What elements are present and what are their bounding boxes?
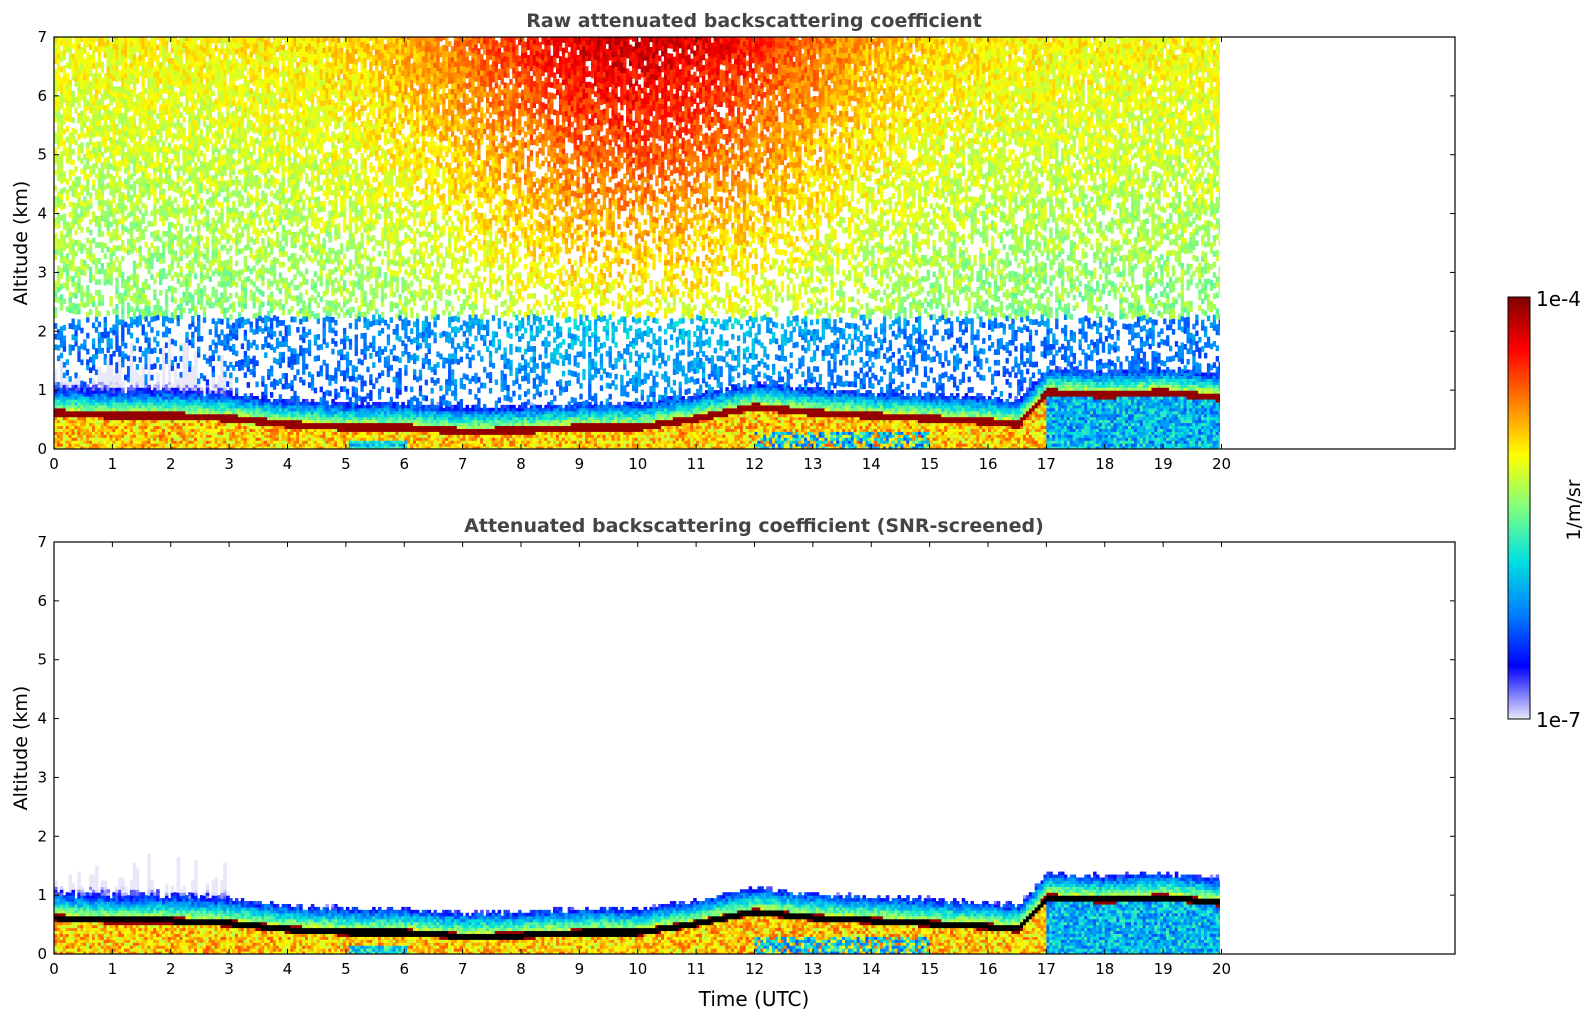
chart-title: Raw attenuated backscattering coefficien…	[526, 10, 982, 32]
x-tick-label: 17	[1037, 455, 1056, 473]
x-tick-label: 8	[516, 455, 526, 473]
colorbar-min-label: 1e-7	[1536, 708, 1581, 732]
x-tick-label: 7	[458, 960, 468, 978]
x-tick-label: 5	[341, 960, 351, 978]
x-tick-label: 9	[575, 960, 585, 978]
y-tick-label: 2	[37, 322, 47, 340]
x-tick-label: 19	[1154, 960, 1173, 978]
chart-panel-screened: Attenuated backscattering coefficient (S…	[10, 515, 1456, 1011]
x-tick-label: 3	[224, 960, 234, 978]
y-axis-label: Altitude (km)	[10, 686, 32, 811]
x-tick-label: 13	[803, 960, 822, 978]
chart-title: Attenuated backscattering coefficient (S…	[464, 515, 1044, 537]
x-tick-label: 2	[166, 455, 176, 473]
x-tick-label: 16	[978, 455, 997, 473]
y-tick-label: 4	[37, 205, 47, 223]
colorbar-unit-label: 1/m/sr	[1563, 479, 1585, 540]
y-tick-label: 6	[37, 87, 47, 105]
y-tick-label: 3	[37, 768, 47, 786]
x-tick-label: 8	[516, 960, 526, 978]
x-axis-ticks: 0 1 2 3 4 5 6 7 8 9 10 11 12 13 14 15 16 17 18 19 20	[49, 542, 1231, 978]
y-tick-label: 0	[37, 945, 47, 963]
y-tick-label: 4	[37, 710, 47, 728]
x-tick-label: 18	[1095, 960, 1114, 978]
y-axis-label: Altitude (km)	[10, 181, 32, 306]
x-tick-label: 11	[687, 960, 706, 978]
y-tick-label: 5	[37, 146, 47, 164]
y-tick-label: 2	[37, 827, 47, 845]
y-tick-label: 7	[37, 533, 47, 551]
heatmap-raw	[54, 37, 1220, 449]
x-tick-label: 0	[49, 455, 59, 473]
y-axis-ticks: 0 1 2 3 4 5 6 7	[37, 28, 1455, 458]
x-tick-label: 10	[628, 455, 647, 473]
x-tick-label: 3	[224, 455, 234, 473]
x-tick-label: 1	[108, 455, 118, 473]
x-tick-label: 7	[458, 455, 468, 473]
y-tick-label: 1	[37, 381, 47, 399]
x-tick-label: 1	[108, 960, 118, 978]
x-axis-ticks: 0 1 2 3 4 5 6 7 8 9 10 11 12 13 14 15 16 17 18 19 20	[49, 37, 1231, 473]
y-tick-label: 3	[37, 263, 47, 281]
x-tick-label: 20	[1212, 960, 1231, 978]
x-axis-label: Time (UTC)	[698, 987, 810, 1011]
x-tick-label: 12	[745, 455, 764, 473]
y-tick-label: 6	[37, 592, 47, 610]
x-tick-label: 14	[862, 455, 881, 473]
x-tick-label: 0	[49, 960, 59, 978]
x-tick-label: 6	[399, 960, 409, 978]
x-tick-label: 14	[862, 960, 881, 978]
colorbar-gradient	[1507, 296, 1531, 720]
x-tick-label: 4	[283, 455, 293, 473]
colorbar: 1e-4 1e-7 1/m/sr	[1507, 287, 1585, 732]
y-tick-label: 1	[37, 886, 47, 904]
x-tick-label: 2	[166, 960, 176, 978]
x-tick-label: 5	[341, 455, 351, 473]
y-tick-label: 7	[37, 28, 47, 46]
x-tick-label: 16	[978, 960, 997, 978]
x-tick-label: 20	[1212, 455, 1231, 473]
chart-panel-raw: Raw attenuated backscattering coefficien…	[10, 10, 1456, 473]
x-tick-label: 17	[1037, 960, 1056, 978]
x-tick-label: 18	[1095, 455, 1114, 473]
x-tick-label: 12	[745, 960, 764, 978]
x-tick-label: 13	[803, 455, 822, 473]
x-tick-label: 15	[920, 455, 939, 473]
colorbar-max-label: 1e-4	[1536, 287, 1581, 311]
y-tick-label: 5	[37, 651, 47, 669]
x-tick-label: 6	[399, 455, 409, 473]
y-axis-ticks: 0 1 2 3 4 5 6 7	[37, 533, 1455, 963]
x-tick-label: 11	[687, 455, 706, 473]
y-tick-label: 0	[37, 440, 47, 458]
heatmap-screened	[54, 853, 1220, 954]
x-tick-label: 19	[1154, 455, 1173, 473]
x-tick-label: 4	[283, 960, 293, 978]
x-tick-label: 10	[628, 960, 647, 978]
x-tick-label: 9	[575, 455, 585, 473]
x-tick-label: 15	[920, 960, 939, 978]
